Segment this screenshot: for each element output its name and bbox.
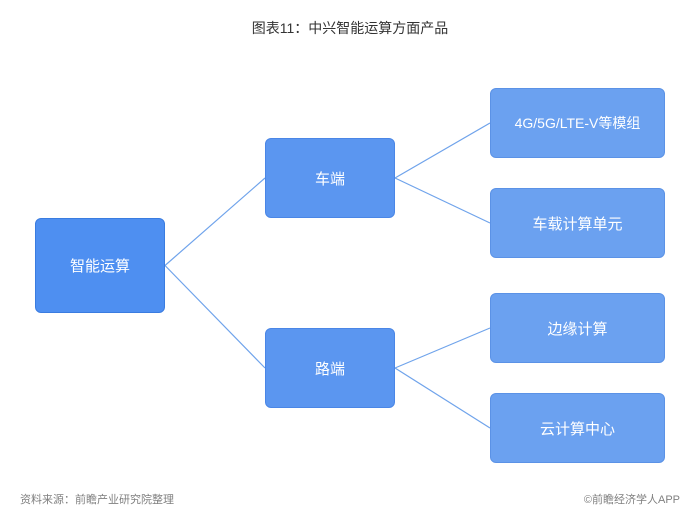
node-leaf2: 车载计算单元 [490,188,665,258]
node-leaf3: 边缘计算 [490,293,665,363]
node-mid2: 路端 [265,328,395,408]
node-mid1: 车端 [265,138,395,218]
node-leaf1: 4G/5G/LTE-V等模组 [490,88,665,158]
chart-title: 图表11：中兴智能运算方面产品 [0,0,700,38]
copyright-text: ©前瞻经济学人APP [584,491,680,507]
source-text: 资料来源：前瞻产业研究院整理 [20,491,174,507]
footer: 资料来源：前瞻产业研究院整理 ©前瞻经济学人APP [20,491,680,507]
node-leaf4: 云计算中心 [490,393,665,463]
node-root: 智能运算 [35,218,165,313]
tree-diagram: 智能运算 车端路端 4G/5G/LTE-V等模组车载计算单元边缘计算云计算中心 [0,48,700,478]
